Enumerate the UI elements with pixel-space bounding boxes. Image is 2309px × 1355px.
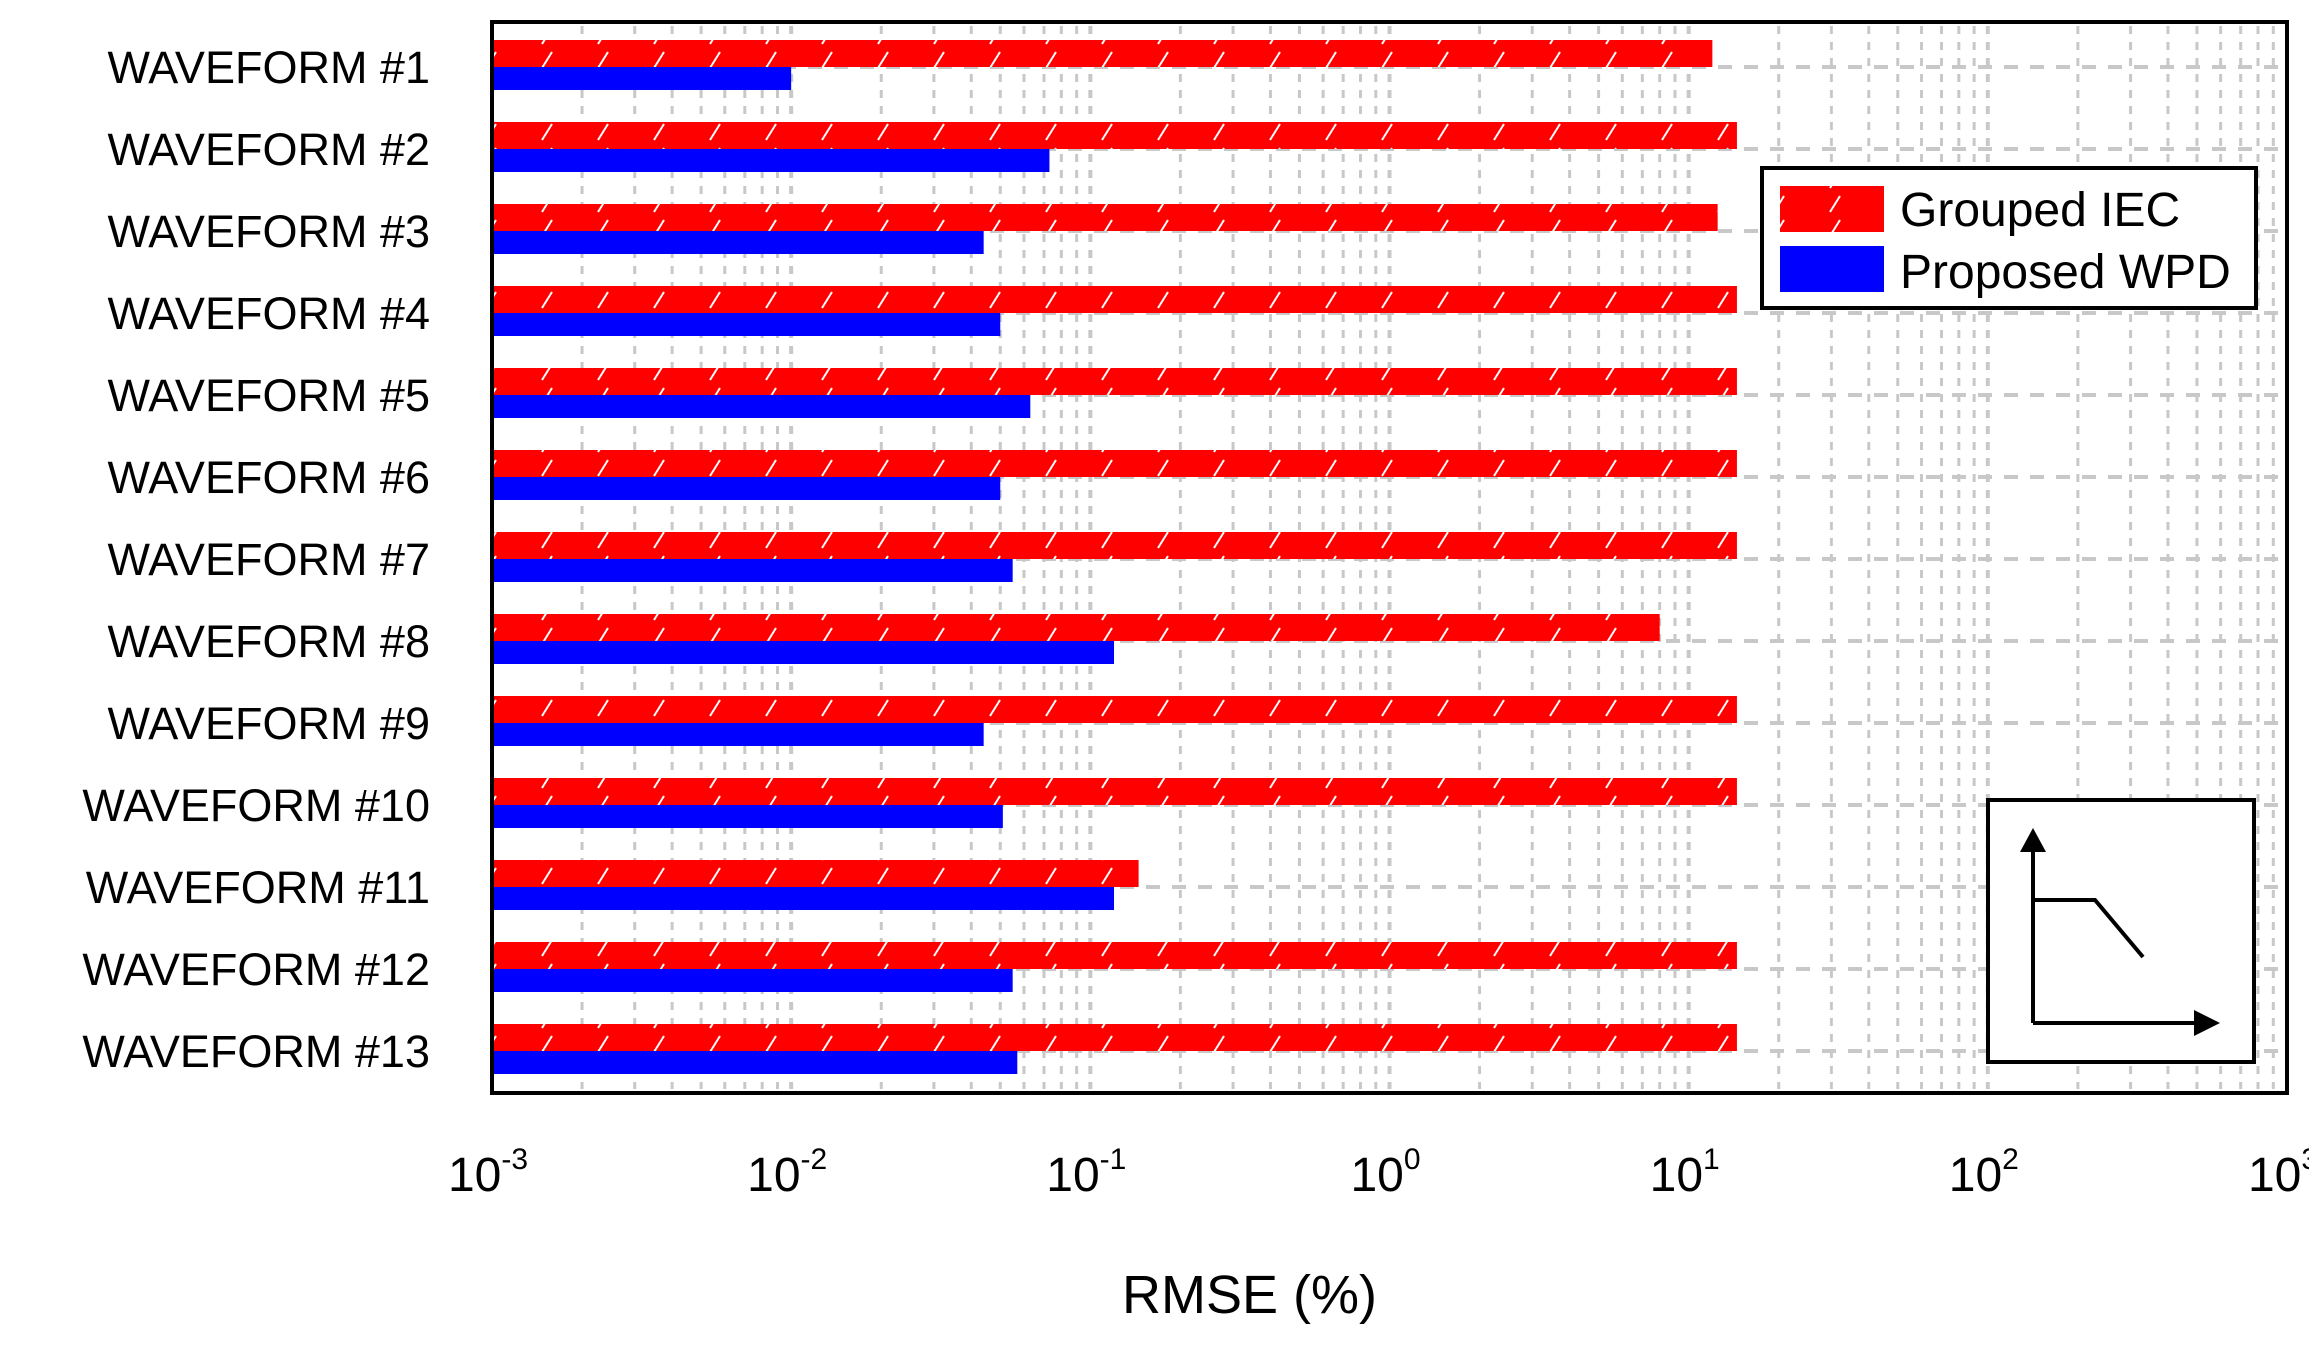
category-label: WAVEFORM #4 [107,288,430,339]
bar-grouped-iec [492,40,1713,67]
category-label: WAVEFORM #9 [107,698,430,749]
bar-proposed-wpd [492,313,1001,336]
category-label: WAVEFORM #6 [107,452,430,503]
x-tick-label: 101 [1650,1143,1720,1202]
x-tick-label: 10-3 [448,1143,528,1202]
category-label: WAVEFORM #7 [107,534,430,585]
bar-grouped-iec [492,368,1737,395]
inset-x-arrow-icon [2194,1010,2220,1036]
bar-grouped-iec [492,614,1660,641]
bars [492,40,1737,1074]
category-label: WAVEFORM #5 [107,370,430,421]
bar-grouped-iec [492,860,1139,887]
bar-proposed-wpd [492,559,1013,582]
category-label: WAVEFORM #1 [107,42,430,93]
bar-grouped-iec [492,450,1737,477]
legend-swatch-proposed-wpd [1780,246,1884,292]
bar-proposed-wpd [492,1051,1018,1074]
legend-label-proposed-wpd: Proposed WPD [1900,246,2231,299]
x-axis-title: RMSE (%) [1122,1265,1377,1325]
category-label: WAVEFORM #2 [107,124,430,175]
bar-proposed-wpd [492,231,984,254]
category-labels: WAVEFORM #1 WAVEFORM #2 WAVEFORM #3 WAVEFOR… [82,42,430,1077]
bar-proposed-wpd [492,805,1003,828]
inset-y-arrow-icon [2020,828,2046,852]
category-label: WAVEFORM #12 [82,944,430,995]
bar-grouped-iec [492,532,1737,559]
bar-proposed-wpd [492,149,1050,172]
category-label: WAVEFORM #8 [107,616,430,667]
inset-response-curve [2033,898,2145,959]
bar-grouped-iec [492,286,1737,313]
bar-grouped-iec [492,696,1737,723]
bar-proposed-wpd [492,395,1031,418]
legend-label-grouped-iec: Grouped IEC [1900,184,2180,237]
bar-proposed-wpd [492,641,1115,664]
x-tick-label: 102 [1949,1143,2019,1202]
x-tick-label: 100 [1350,1143,1420,1202]
x-tick-labels: 10-3 10-2 10-1 100 101 102 103 [448,1143,2309,1202]
category-label: WAVEFORM #11 [86,862,430,913]
legend: Grouped IEC Proposed WPD [1760,166,2258,310]
x-tick-label: 103 [2248,1143,2309,1202]
bar-proposed-wpd [492,887,1115,910]
legend-swatch-grouped-iec [1780,186,1884,232]
bar-proposed-wpd [492,67,792,90]
bar-grouped-iec [492,942,1737,969]
bar-grouped-iec [492,1024,1737,1051]
bar-grouped-iec [492,204,1718,231]
category-label: WAVEFORM #13 [82,1026,430,1077]
bar-proposed-wpd [492,477,1001,500]
category-label: WAVEFORM #10 [82,780,430,831]
x-tick-label: 10-2 [747,1143,827,1202]
bar-grouped-iec [492,778,1737,805]
bar-proposed-wpd [492,723,984,746]
bar-proposed-wpd [492,969,1013,992]
category-label: WAVEFORM #3 [107,206,430,257]
bar-grouped-iec [492,122,1737,149]
plot-frame [490,20,2289,1095]
x-tick-label: 10-1 [1046,1143,1126,1202]
inset-filter-icon [1986,798,2256,1064]
